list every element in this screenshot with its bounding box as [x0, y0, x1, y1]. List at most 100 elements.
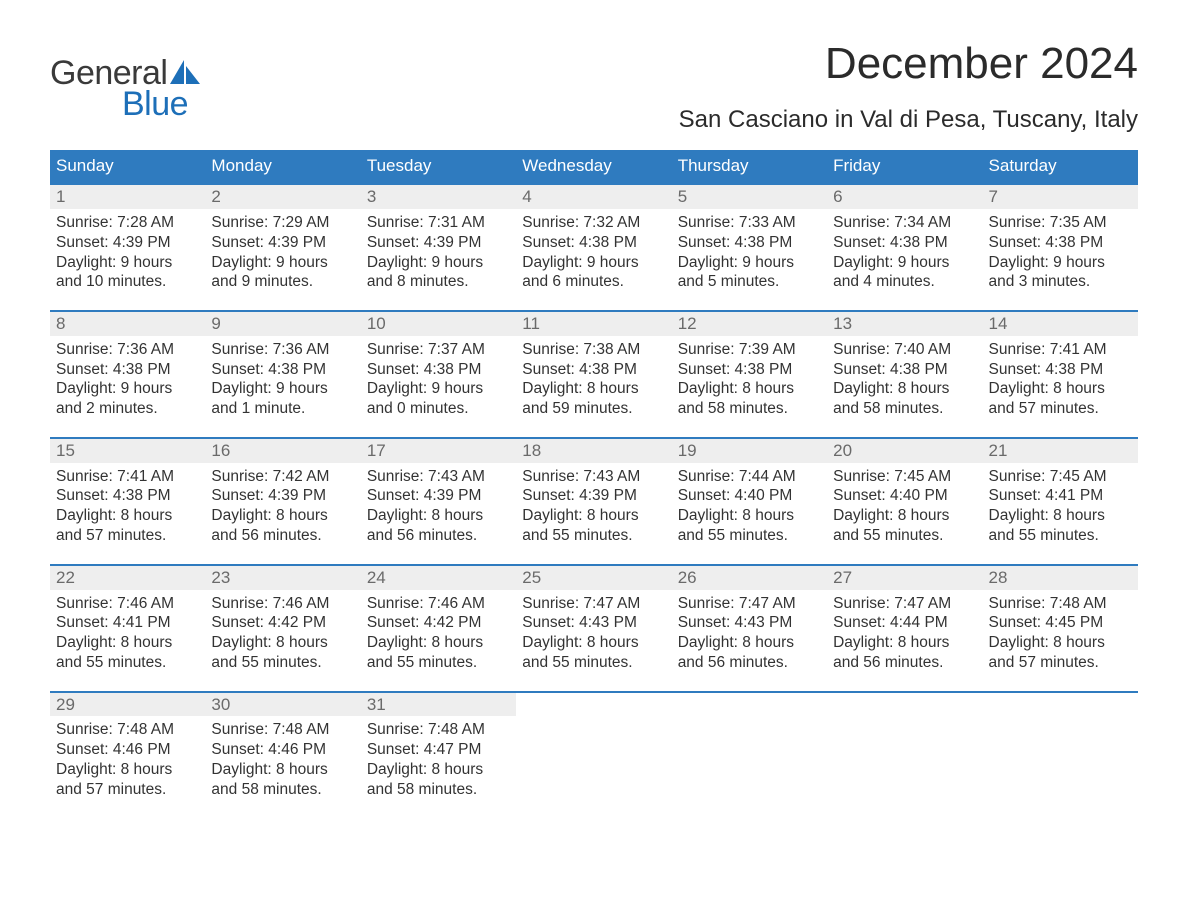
daylight-text: Daylight: 8 hours and 59 minutes. — [522, 379, 665, 419]
day-cell: 30Sunrise: 7:48 AMSunset: 4:46 PMDayligh… — [205, 693, 360, 818]
daylight-text: Daylight: 8 hours and 56 minutes. — [678, 633, 821, 673]
daylight-text: Daylight: 8 hours and 56 minutes. — [833, 633, 976, 673]
daylight-text: Daylight: 8 hours and 58 minutes. — [678, 379, 821, 419]
day-number: 9 — [205, 312, 360, 336]
empty-day-cell — [516, 693, 671, 818]
empty-day-cell — [983, 693, 1138, 818]
calendar-page: General Blue December 2024 San Casciano … — [0, 0, 1188, 918]
sunrise-text: Sunrise: 7:46 AM — [211, 594, 354, 614]
day-cell: 18Sunrise: 7:43 AMSunset: 4:39 PMDayligh… — [516, 439, 671, 564]
sunrise-text: Sunrise: 7:34 AM — [833, 213, 976, 233]
day-number: 18 — [516, 439, 671, 463]
daylight-text: Daylight: 8 hours and 58 minutes. — [833, 379, 976, 419]
daylight-text: Daylight: 8 hours and 55 minutes. — [989, 506, 1132, 546]
sunrise-text: Sunrise: 7:33 AM — [678, 213, 821, 233]
day-cell: 28Sunrise: 7:48 AMSunset: 4:45 PMDayligh… — [983, 566, 1138, 691]
day-number: 17 — [361, 439, 516, 463]
sunrise-text: Sunrise: 7:29 AM — [211, 213, 354, 233]
day-number: 20 — [827, 439, 982, 463]
day-number: 16 — [205, 439, 360, 463]
day-body: Sunrise: 7:37 AMSunset: 4:38 PMDaylight:… — [361, 336, 516, 437]
day-number: 24 — [361, 566, 516, 590]
sunset-text: Sunset: 4:43 PM — [678, 613, 821, 633]
week-row: 15Sunrise: 7:41 AMSunset: 4:38 PMDayligh… — [50, 437, 1138, 564]
sunrise-text: Sunrise: 7:35 AM — [989, 213, 1132, 233]
day-body: Sunrise: 7:39 AMSunset: 4:38 PMDaylight:… — [672, 336, 827, 437]
day-number: 4 — [516, 185, 671, 209]
logo: General Blue — [50, 54, 200, 124]
sunrise-text: Sunrise: 7:46 AM — [367, 594, 510, 614]
day-body: Sunrise: 7:41 AMSunset: 4:38 PMDaylight:… — [983, 336, 1138, 437]
day-cell: 1Sunrise: 7:28 AMSunset: 4:39 PMDaylight… — [50, 185, 205, 310]
day-body: Sunrise: 7:47 AMSunset: 4:43 PMDaylight:… — [516, 590, 671, 691]
daylight-text: Daylight: 9 hours and 1 minute. — [211, 379, 354, 419]
sunrise-text: Sunrise: 7:46 AM — [56, 594, 199, 614]
sunrise-text: Sunrise: 7:32 AM — [522, 213, 665, 233]
empty-day-cell — [827, 693, 982, 818]
day-body: Sunrise: 7:31 AMSunset: 4:39 PMDaylight:… — [361, 209, 516, 310]
sunset-text: Sunset: 4:40 PM — [678, 486, 821, 506]
location-subtitle: San Casciano in Val di Pesa, Tuscany, It… — [679, 106, 1138, 134]
sail-right — [186, 66, 200, 84]
sunset-text: Sunset: 4:38 PM — [211, 360, 354, 380]
sunset-text: Sunset: 4:46 PM — [56, 740, 199, 760]
day-cell: 8Sunrise: 7:36 AMSunset: 4:38 PMDaylight… — [50, 312, 205, 437]
day-cell: 3Sunrise: 7:31 AMSunset: 4:39 PMDaylight… — [361, 185, 516, 310]
day-body: Sunrise: 7:42 AMSunset: 4:39 PMDaylight:… — [205, 463, 360, 564]
sunrise-text: Sunrise: 7:38 AM — [522, 340, 665, 360]
day-cell: 25Sunrise: 7:47 AMSunset: 4:43 PMDayligh… — [516, 566, 671, 691]
sunset-text: Sunset: 4:38 PM — [989, 233, 1132, 253]
sunrise-text: Sunrise: 7:47 AM — [522, 594, 665, 614]
daylight-text: Daylight: 8 hours and 56 minutes. — [367, 506, 510, 546]
sunset-text: Sunset: 4:46 PM — [211, 740, 354, 760]
day-number: 14 — [983, 312, 1138, 336]
sunset-text: Sunset: 4:42 PM — [367, 613, 510, 633]
day-body: Sunrise: 7:36 AMSunset: 4:38 PMDaylight:… — [50, 336, 205, 437]
week-row: 1Sunrise: 7:28 AMSunset: 4:39 PMDaylight… — [50, 183, 1138, 310]
daylight-text: Daylight: 8 hours and 57 minutes. — [56, 506, 199, 546]
day-body: Sunrise: 7:45 AMSunset: 4:40 PMDaylight:… — [827, 463, 982, 564]
daylight-text: Daylight: 9 hours and 0 minutes. — [367, 379, 510, 419]
sunset-text: Sunset: 4:38 PM — [833, 233, 976, 253]
weekday-header-cell: Wednesday — [516, 150, 671, 183]
daylight-text: Daylight: 8 hours and 55 minutes. — [833, 506, 976, 546]
title-block: December 2024 San Casciano in Val di Pes… — [679, 40, 1138, 134]
daylight-text: Daylight: 9 hours and 9 minutes. — [211, 253, 354, 293]
day-number: 26 — [672, 566, 827, 590]
sunrise-text: Sunrise: 7:36 AM — [56, 340, 199, 360]
day-number: 6 — [827, 185, 982, 209]
day-body: Sunrise: 7:29 AMSunset: 4:39 PMDaylight:… — [205, 209, 360, 310]
sunset-text: Sunset: 4:43 PM — [522, 613, 665, 633]
sunset-text: Sunset: 4:40 PM — [833, 486, 976, 506]
sunrise-text: Sunrise: 7:37 AM — [367, 340, 510, 360]
day-body: Sunrise: 7:43 AMSunset: 4:39 PMDaylight:… — [516, 463, 671, 564]
day-body: Sunrise: 7:47 AMSunset: 4:43 PMDaylight:… — [672, 590, 827, 691]
day-body: Sunrise: 7:48 AMSunset: 4:46 PMDaylight:… — [50, 716, 205, 817]
day-body: Sunrise: 7:48 AMSunset: 4:45 PMDaylight:… — [983, 590, 1138, 691]
daylight-text: Daylight: 8 hours and 55 minutes. — [367, 633, 510, 673]
day-cell: 14Sunrise: 7:41 AMSunset: 4:38 PMDayligh… — [983, 312, 1138, 437]
sunset-text: Sunset: 4:39 PM — [211, 486, 354, 506]
sunrise-text: Sunrise: 7:48 AM — [989, 594, 1132, 614]
sunrise-text: Sunrise: 7:41 AM — [56, 467, 199, 487]
sunset-text: Sunset: 4:38 PM — [522, 233, 665, 253]
sunset-text: Sunset: 4:41 PM — [56, 613, 199, 633]
weekday-header-cell: Thursday — [672, 150, 827, 183]
sunrise-text: Sunrise: 7:47 AM — [833, 594, 976, 614]
week-row: 8Sunrise: 7:36 AMSunset: 4:38 PMDaylight… — [50, 310, 1138, 437]
week-row: 29Sunrise: 7:48 AMSunset: 4:46 PMDayligh… — [50, 691, 1138, 818]
day-cell: 21Sunrise: 7:45 AMSunset: 4:41 PMDayligh… — [983, 439, 1138, 564]
sunrise-text: Sunrise: 7:41 AM — [989, 340, 1132, 360]
day-body: Sunrise: 7:46 AMSunset: 4:41 PMDaylight:… — [50, 590, 205, 691]
day-cell: 15Sunrise: 7:41 AMSunset: 4:38 PMDayligh… — [50, 439, 205, 564]
day-number: 19 — [672, 439, 827, 463]
sunset-text: Sunset: 4:38 PM — [367, 360, 510, 380]
daylight-text: Daylight: 8 hours and 55 minutes. — [211, 633, 354, 673]
weekday-header-cell: Tuesday — [361, 150, 516, 183]
sunrise-text: Sunrise: 7:42 AM — [211, 467, 354, 487]
day-cell: 29Sunrise: 7:48 AMSunset: 4:46 PMDayligh… — [50, 693, 205, 818]
sunrise-text: Sunrise: 7:45 AM — [989, 467, 1132, 487]
day-number: 7 — [983, 185, 1138, 209]
day-number: 3 — [361, 185, 516, 209]
daylight-text: Daylight: 8 hours and 55 minutes. — [678, 506, 821, 546]
